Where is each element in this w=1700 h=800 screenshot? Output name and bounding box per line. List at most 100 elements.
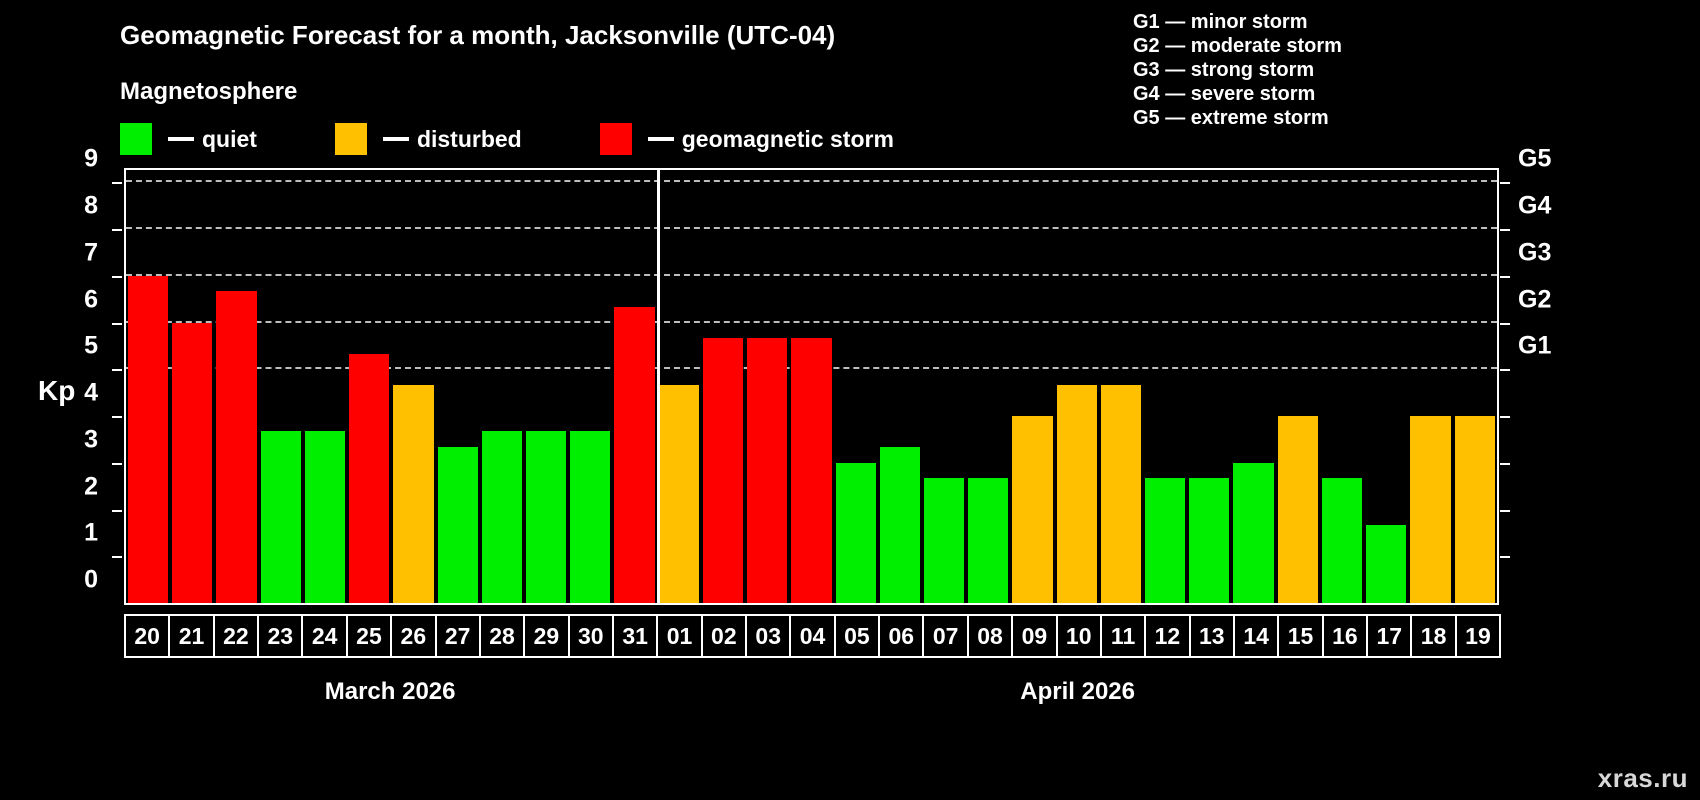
date-cell-04[interactable]: 04 — [789, 614, 836, 658]
date-cell-31[interactable]: 31 — [611, 614, 659, 658]
bar-slot-09[interactable] — [1010, 170, 1054, 603]
gridline-kp-6 — [126, 320, 1497, 323]
bar-13[interactable] — [1189, 478, 1230, 603]
date-cell-03[interactable]: 03 — [745, 614, 792, 658]
date-cell-29[interactable]: 29 — [523, 614, 570, 658]
y-tick-9: 9 — [84, 144, 98, 173]
bar-slot-01[interactable] — [657, 170, 701, 603]
g-axis-tick-mark-kp-6 — [1500, 322, 1510, 325]
bar-slot-18[interactable] — [1408, 170, 1452, 603]
bar-19[interactable] — [1454, 416, 1495, 603]
bar-slot-05[interactable] — [834, 170, 878, 603]
bar-slot-25[interactable] — [347, 170, 391, 603]
date-cell-17[interactable]: 17 — [1366, 614, 1413, 658]
bar-07[interactable] — [923, 478, 965, 603]
bar-slot-20[interactable] — [126, 170, 170, 603]
bar-29[interactable] — [525, 431, 567, 603]
bar-04[interactable] — [791, 338, 832, 603]
bar-slot-12[interactable] — [1143, 170, 1187, 603]
date-cell-10[interactable]: 10 — [1055, 614, 1102, 658]
date-cell-25[interactable]: 25 — [345, 614, 393, 658]
bar-slot-03[interactable] — [745, 170, 789, 603]
bar-slot-28[interactable] — [480, 170, 524, 603]
bar-slot-19[interactable] — [1453, 170, 1497, 603]
date-cell-13[interactable]: 13 — [1188, 614, 1235, 658]
bar-06[interactable] — [879, 447, 920, 603]
bar-25[interactable] — [349, 353, 390, 603]
bar-03[interactable] — [747, 338, 788, 603]
bar-slot-07[interactable] — [922, 170, 966, 603]
date-cell-05[interactable]: 05 — [833, 614, 881, 658]
bar-27[interactable] — [437, 447, 478, 603]
bar-02[interactable] — [702, 338, 744, 603]
bar-21[interactable] — [172, 322, 213, 603]
date-cell-27[interactable]: 27 — [434, 614, 481, 658]
bar-slot-23[interactable] — [259, 170, 303, 603]
legend-item-quiet: quiet — [120, 123, 257, 155]
bar-18[interactable] — [1410, 416, 1451, 603]
bar-24[interactable] — [304, 431, 346, 603]
bar-05[interactable] — [835, 462, 876, 603]
bar-slot-31[interactable] — [612, 170, 656, 603]
date-cell-01[interactable]: 01 — [656, 614, 703, 658]
bar-slot-11[interactable] — [1099, 170, 1143, 603]
bar-20[interactable] — [128, 275, 169, 603]
date-cell-11[interactable]: 11 — [1099, 614, 1147, 658]
bar-slot-29[interactable] — [524, 170, 568, 603]
bar-slot-17[interactable] — [1364, 170, 1408, 603]
date-cell-19[interactable]: 19 — [1454, 614, 1502, 658]
bar-slot-04[interactable] — [789, 170, 833, 603]
bar-slot-24[interactable] — [303, 170, 347, 603]
date-cell-16[interactable]: 16 — [1321, 614, 1369, 658]
bar-slot-10[interactable] — [1055, 170, 1099, 603]
bar-15[interactable] — [1277, 416, 1318, 603]
date-cell-18[interactable]: 18 — [1410, 614, 1457, 658]
bar-08[interactable] — [968, 478, 1009, 603]
bar-12[interactable] — [1145, 478, 1186, 603]
date-cell-28[interactable]: 28 — [478, 614, 526, 658]
bar-slot-30[interactable] — [568, 170, 612, 603]
bar-28[interactable] — [481, 431, 522, 603]
y-tick-mark-6 — [112, 322, 122, 325]
bar-slot-26[interactable] — [391, 170, 435, 603]
date-cell-07[interactable]: 07 — [922, 614, 969, 658]
date-cell-24[interactable]: 24 — [301, 614, 348, 658]
g-legend-row-1: G1 — minor storm — [1133, 11, 1308, 33]
bar-slot-27[interactable] — [436, 170, 480, 603]
date-cell-23[interactable]: 23 — [257, 614, 304, 658]
bar-22[interactable] — [216, 291, 257, 603]
bar-01[interactable] — [658, 384, 699, 603]
date-cell-30[interactable]: 30 — [567, 614, 614, 658]
bar-30[interactable] — [570, 431, 611, 603]
bar-09[interactable] — [1012, 416, 1053, 603]
date-cell-12[interactable]: 12 — [1144, 614, 1191, 658]
bar-slot-15[interactable] — [1276, 170, 1320, 603]
bar-26[interactable] — [393, 384, 434, 603]
bar-16[interactable] — [1321, 478, 1363, 603]
bar-14[interactable] — [1233, 462, 1274, 603]
date-cell-26[interactable]: 26 — [390, 614, 437, 658]
date-cell-08[interactable]: 08 — [966, 614, 1014, 658]
bar-11[interactable] — [1100, 384, 1142, 603]
date-cell-14[interactable]: 14 — [1232, 614, 1280, 658]
bar-slot-22[interactable] — [214, 170, 258, 603]
bar-slot-16[interactable] — [1320, 170, 1364, 603]
date-cell-06[interactable]: 06 — [878, 614, 925, 658]
y-axis-tick-marks — [112, 168, 124, 605]
date-cell-21[interactable]: 21 — [168, 614, 215, 658]
date-cell-15[interactable]: 15 — [1277, 614, 1324, 658]
bar-slot-06[interactable] — [878, 170, 922, 603]
date-cell-02[interactable]: 02 — [700, 614, 748, 658]
date-cell-22[interactable]: 22 — [212, 614, 260, 658]
date-cell-20[interactable]: 20 — [124, 614, 171, 658]
date-cell-09[interactable]: 09 — [1011, 614, 1058, 658]
bar-10[interactable] — [1056, 384, 1097, 603]
bar-17[interactable] — [1366, 524, 1407, 603]
bar-slot-21[interactable] — [170, 170, 214, 603]
bar-23[interactable] — [260, 431, 301, 603]
bar-slot-13[interactable] — [1187, 170, 1231, 603]
bar-slot-14[interactable] — [1231, 170, 1275, 603]
bar-slot-08[interactable] — [966, 170, 1010, 603]
bar-31[interactable] — [614, 307, 655, 603]
bar-slot-02[interactable] — [701, 170, 745, 603]
